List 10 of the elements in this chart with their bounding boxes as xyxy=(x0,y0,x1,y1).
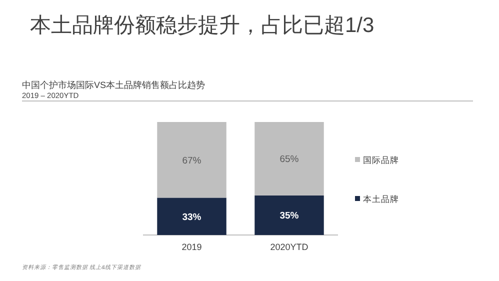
legend-label: 本土品牌 xyxy=(363,194,399,204)
chart-subtitle: 中国个护市场国际VS本土品牌销售额占比趋势 xyxy=(22,80,206,90)
data-label: 33% xyxy=(182,212,202,223)
chart-title: 本土品牌份额稳步提升，占比已超1/3 xyxy=(30,14,374,37)
data-label: 65% xyxy=(280,154,300,166)
x-tick-label: 2020YTD xyxy=(270,242,309,252)
data-label: 35% xyxy=(280,210,300,222)
x-tick-label: 2019 xyxy=(182,242,202,252)
data-label: 67% xyxy=(182,155,202,166)
legend-label: 国际品牌 xyxy=(363,155,399,165)
